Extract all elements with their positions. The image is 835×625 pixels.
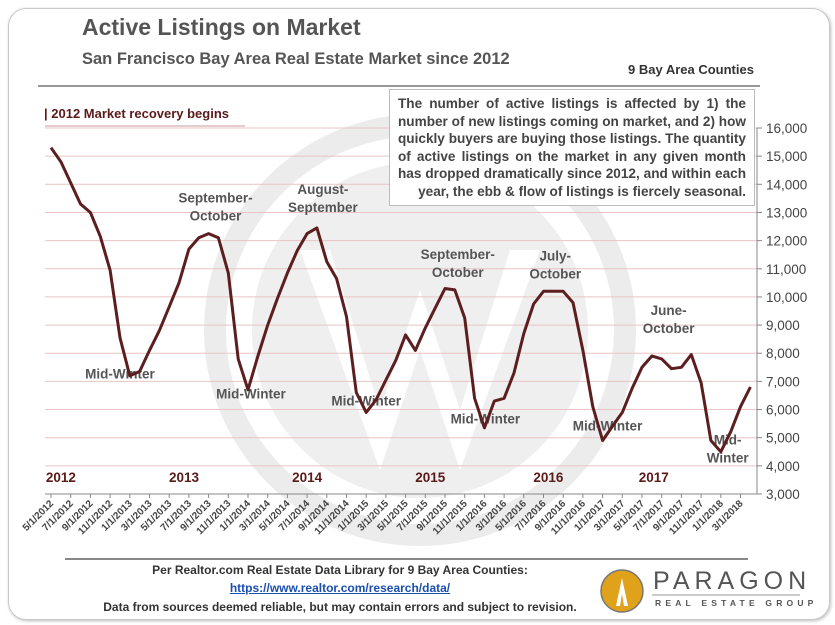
y-tick-label: 13,000	[766, 205, 807, 220]
y-tick-label: 12,000	[766, 234, 807, 249]
season-annotation: Mid-Winter	[573, 419, 643, 434]
season-annotation: September- October	[178, 191, 252, 224]
annotation-line: Winter	[707, 451, 750, 466]
annotations: Mid-Winter September- October Mid-Winter Aug…	[50, 147, 751, 466]
chart-title: Active Listings on Market	[82, 14, 361, 40]
year-label: 2016	[533, 470, 564, 485]
footer-source: Per Realtor.com Real Estate Data Library…	[152, 563, 528, 577]
y-tick-label: 15,000	[766, 149, 807, 164]
annotation-line: June-	[651, 303, 687, 318]
year-label: 2012	[46, 470, 76, 485]
annotation-line: Mid-Winter	[573, 419, 643, 434]
year-label: 2015	[415, 470, 446, 485]
source-link[interactable]: https://www.realtor.com/research/data/	[229, 581, 451, 595]
footer-link-wrap: https://www.realtor.com/research/data/	[60, 581, 620, 595]
season-annotation: June- October	[643, 303, 696, 336]
annotation-line: September-	[178, 191, 252, 206]
footer-disclaimer: Data from sources deemed reliable, but m…	[103, 600, 577, 614]
chart-subtitle: San Francisco Bay Area Real Estate Marke…	[82, 50, 510, 68]
annotation-line: Mid-Winter	[451, 412, 521, 427]
y-tick-label: 3,000	[766, 487, 800, 502]
year-label: 2017	[639, 470, 669, 485]
annotation-line: October	[643, 321, 696, 336]
logo-name: PARAGON	[653, 567, 812, 595]
y-tick-label: 11,000	[766, 262, 806, 277]
paragon-logo-icon	[600, 569, 644, 613]
y-tick-label: 9,000	[766, 318, 800, 333]
season-annotation: Mid-Winter	[331, 393, 401, 408]
y-tick-label: 4,000	[766, 459, 800, 474]
annotation-line: August-	[297, 182, 348, 197]
annotation-line: July-	[540, 248, 572, 263]
series-line-active-listings	[49, 146, 752, 454]
y-tick-label: 6,000	[766, 403, 800, 418]
annotation-line: September-	[421, 247, 495, 262]
y-tick-label: 14,000	[766, 177, 807, 192]
y-tick-label: 8,000	[766, 346, 800, 361]
recovery-label: | 2012 Market recovery begins	[44, 106, 230, 121]
annotation-line: October	[529, 266, 582, 281]
season-annotation: Mid-Winter	[85, 367, 155, 382]
annotation-line: September	[288, 200, 359, 215]
annotation-line: Mid-Winter	[331, 393, 401, 408]
season-annotation: July- October	[529, 248, 582, 281]
y-tick-label: 5,000	[766, 431, 800, 446]
region-label: 9 Bay Area Counties	[628, 62, 754, 77]
season-annotation: Mid-Winter	[216, 386, 286, 401]
season-annotation: Mid-Winter	[451, 412, 521, 427]
y-axis: 3,000 4,000 5,000 6,000 7,000 8,000 9,000 10,00…	[756, 121, 807, 502]
year-label: 2013	[169, 470, 200, 485]
y-tick-label: 10,000	[766, 290, 807, 305]
y-tick-label: 16,000	[766, 121, 807, 136]
annotation-line: October	[190, 209, 243, 224]
annotation-line: Mid-Winter	[216, 386, 286, 401]
year-labels: 2012 2013 2014 2015 2016 2017	[46, 470, 669, 485]
y-tick-label: 7,000	[766, 374, 800, 389]
season-annotation: September- October	[421, 247, 495, 280]
season-annotation: August- September	[288, 182, 359, 215]
annotation-line: Mid-Winter	[85, 367, 155, 382]
annotation-line: October	[432, 265, 485, 280]
logo-subtitle: REAL ESTATE GROUP	[655, 598, 818, 608]
year-label: 2014	[292, 470, 323, 485]
explanation-note: The number of active listings is affecte…	[389, 89, 755, 206]
slide-frame	[8, 8, 830, 620]
